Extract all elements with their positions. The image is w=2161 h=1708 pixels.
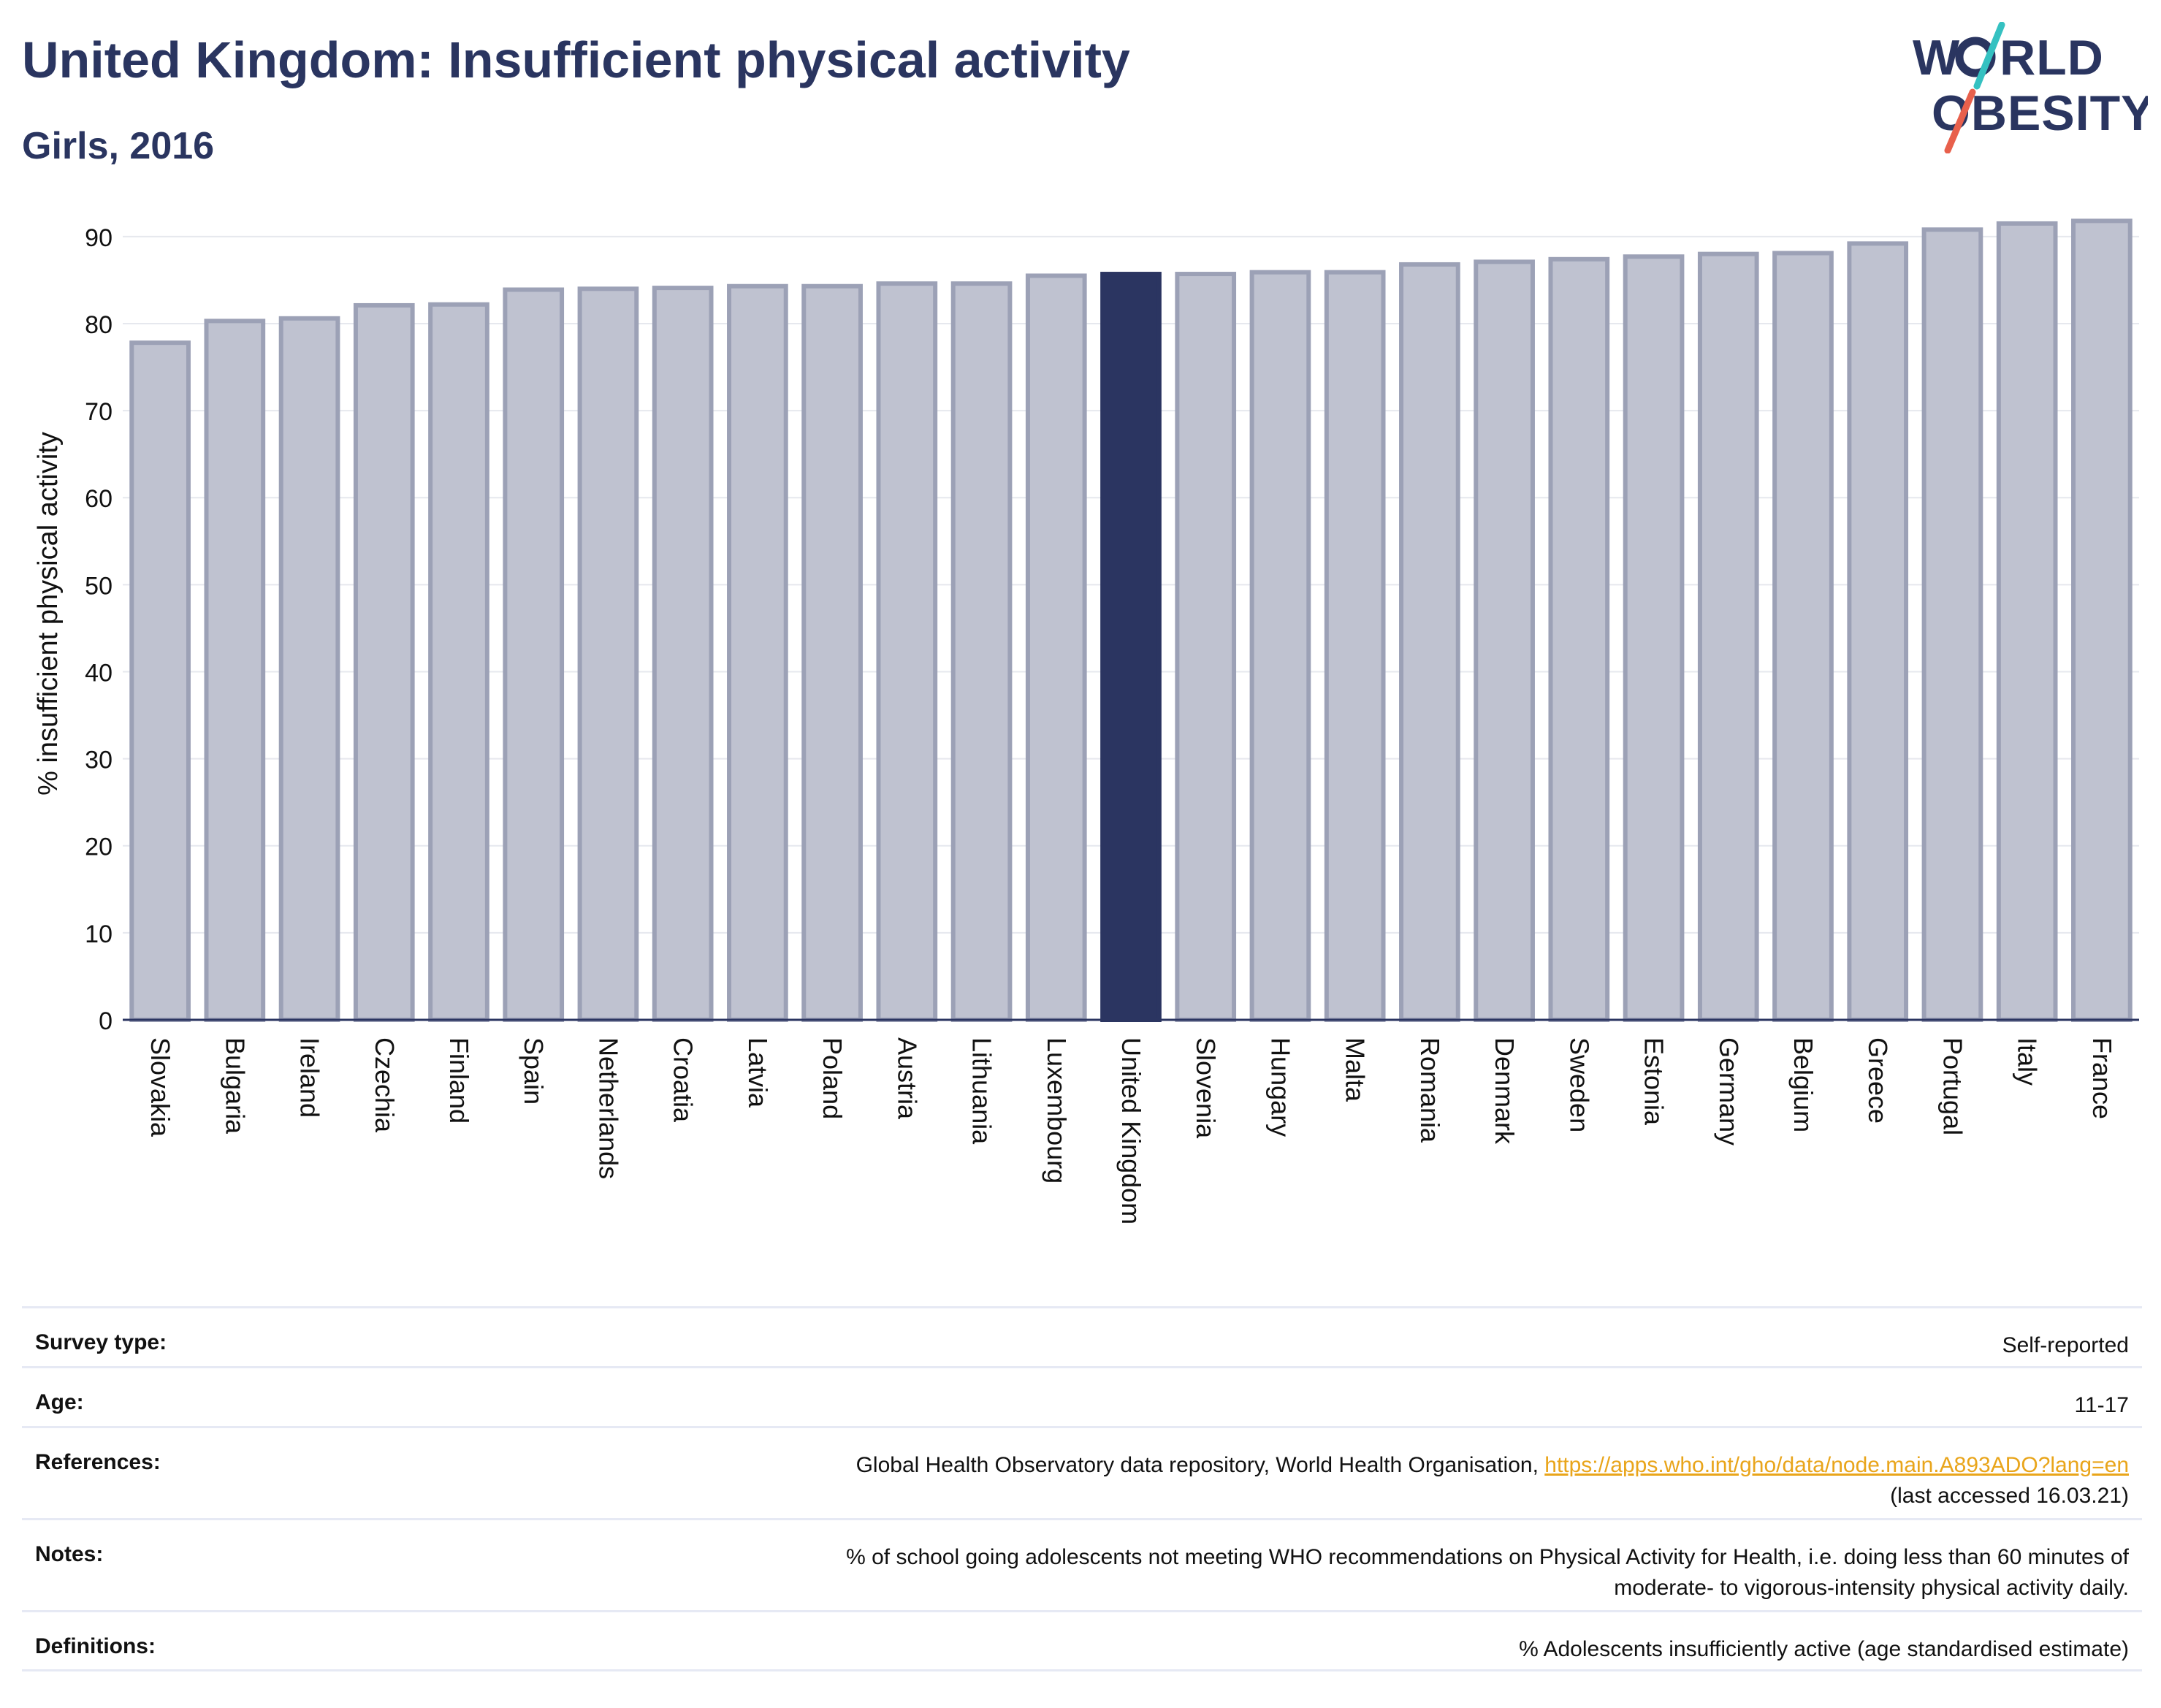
- info-row-references: References: Global Health Observatory da…: [22, 1426, 2142, 1518]
- definitions-value: % Adolescents insufficiently active (age…: [1519, 1637, 2129, 1661]
- bar-czechia: [353, 302, 415, 1022]
- bar-estonia: [1623, 254, 1685, 1022]
- y-tick-label: 90: [85, 224, 113, 252]
- y-tick-label: 50: [85, 572, 113, 600]
- y-tick-label: 10: [85, 920, 113, 948]
- bar-germany: [1697, 251, 1759, 1022]
- bar-slovenia: [1175, 272, 1237, 1022]
- bar-portugal: [1921, 227, 1983, 1022]
- bar-italy: [1996, 221, 2058, 1022]
- bar-hungary: [1249, 270, 1311, 1022]
- bar-lithuania: [950, 281, 1013, 1023]
- axes: 0 10 20 30 40 50 60 70 80 90 Slovakia Bulgaria Irela…: [85, 224, 2139, 1224]
- x-tick-label: United Kingdom: [1116, 1037, 1146, 1224]
- survey-type-value: Self-reported: [2002, 1333, 2129, 1357]
- x-tick-label: Austria: [892, 1037, 922, 1120]
- bar-finland: [428, 302, 489, 1023]
- x-tick-label: Slovenia: [1191, 1037, 1221, 1139]
- x-tick-label: Croatia: [668, 1037, 698, 1123]
- y-tick-label: 70: [85, 398, 113, 426]
- bar-latvia: [727, 283, 788, 1023]
- info-row-notes: Notes: % of school going adolescents not…: [22, 1518, 2142, 1610]
- y-tick-label: 60: [85, 485, 113, 513]
- notes-value: % of school going adolescents not meetin…: [846, 1542, 2129, 1604]
- bar-sweden: [1548, 256, 1610, 1022]
- x-tick-label: Finland: [444, 1037, 474, 1124]
- bar-austria: [876, 281, 938, 1023]
- x-tick-label: Latvia: [743, 1037, 773, 1108]
- page-subtitle: Girls, 2016: [22, 125, 215, 167]
- bar-malta: [1324, 270, 1386, 1022]
- x-tick-label: Bulgaria: [220, 1037, 250, 1135]
- bar-romania: [1399, 262, 1460, 1022]
- age-label: Age:: [35, 1390, 84, 1414]
- x-tick-label: Malta: [1341, 1037, 1371, 1102]
- bar-bulgaria: [204, 319, 266, 1022]
- bar-chart: 0 10 20 30 40 50 60 70 80 90 Slovakia Bulgaria Irela…: [33, 218, 2139, 1224]
- bar-slovakia: [129, 340, 191, 1022]
- bar-france: [2071, 218, 2133, 1023]
- y-tick-label: 40: [85, 659, 113, 687]
- x-tick-label: Czechia: [370, 1037, 400, 1133]
- references-accessed: (last accessed 16.03.21): [1890, 1484, 2129, 1508]
- y-axis-label: % insufficient physical activity: [33, 432, 64, 796]
- bar-netherlands: [577, 286, 639, 1023]
- x-tick-label: Sweden: [1564, 1037, 1594, 1132]
- bar-greece: [1847, 241, 1909, 1022]
- references-label: References:: [35, 1450, 161, 1474]
- bar-luxembourg: [1025, 273, 1087, 1023]
- bar-spain: [503, 287, 565, 1022]
- x-tick-label: Estonia: [1639, 1037, 1669, 1126]
- x-tick-label: Slovakia: [145, 1037, 175, 1137]
- y-tick-label: 20: [85, 834, 113, 861]
- page-title: United Kingdom: Insufficient physical ac…: [22, 31, 1130, 88]
- x-tick-label: Spain: [519, 1037, 549, 1105]
- bar-united-kingdom: [1100, 272, 1162, 1022]
- x-tick-label: Netherlands: [593, 1037, 623, 1179]
- world-obesity-logo: WORLD OBESITY: [1913, 22, 2148, 153]
- bar-denmark: [1474, 259, 1535, 1022]
- definitions-label: Definitions:: [35, 1634, 156, 1658]
- x-tick-label: Germany: [1714, 1037, 1744, 1145]
- age-value: 11-17: [2074, 1393, 2129, 1417]
- references-link[interactable]: https://apps.who.int/gho/data/node.main.…: [1544, 1453, 2129, 1477]
- bar-ireland: [278, 316, 340, 1022]
- references-value: Global Health Observatory data repositor…: [856, 1450, 2129, 1511]
- survey-type-label: Survey type:: [35, 1330, 167, 1354]
- x-tick-label: Ireland: [295, 1037, 325, 1118]
- x-tick-label: Lithuania: [967, 1037, 997, 1145]
- info-row-survey-type: Survey type: Self-reported: [22, 1306, 2142, 1366]
- y-tick-label: 80: [85, 311, 113, 339]
- info-row-definitions: Definitions: % Adolescents insufficientl…: [22, 1610, 2142, 1671]
- x-tick-label: Belgium: [1788, 1037, 1818, 1132]
- x-tick-label: France: [2087, 1037, 2117, 1119]
- notes-label: Notes:: [35, 1542, 104, 1566]
- info-row-age: Age: 11-17: [22, 1366, 2142, 1426]
- bar-croatia: [652, 286, 714, 1022]
- y-tick-label: 0: [99, 1007, 113, 1035]
- notes-line-1: % of school going adolescents not meetin…: [846, 1545, 2129, 1569]
- references-text: Global Health Observatory data repositor…: [855, 1453, 1539, 1477]
- bars: [129, 218, 2133, 1023]
- bar-belgium: [1772, 251, 1834, 1023]
- x-tick-label: Portugal: [1937, 1037, 1967, 1135]
- y-tick-label: 30: [85, 747, 113, 774]
- bar-poland: [801, 283, 863, 1023]
- x-tick-label: Greece: [1863, 1037, 1893, 1124]
- x-tick-label: Romania: [1415, 1037, 1445, 1143]
- info-table: Survey type: Self-reported Age: 11-17 Re…: [22, 1306, 2142, 1671]
- x-tick-label: Poland: [817, 1037, 847, 1119]
- x-tick-label: Hungary: [1265, 1037, 1295, 1137]
- x-tick-label: Denmark: [1490, 1037, 1520, 1145]
- x-tick-label: Luxembourg: [1042, 1037, 1072, 1183]
- x-tick-label: Italy: [2013, 1037, 2043, 1086]
- notes-line-2: moderate- to vigorous-intensity physical…: [1614, 1576, 2129, 1600]
- svg-text:OBESITY: OBESITY: [1932, 85, 2148, 141]
